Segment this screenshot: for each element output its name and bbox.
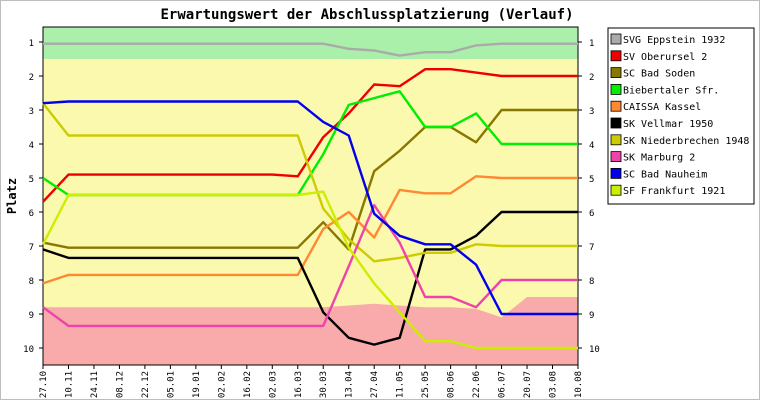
- y-tick-label-right: 9: [589, 311, 594, 321]
- legend-label: SC Bad Soden: [623, 69, 695, 80]
- series-line-10: [41, 190, 578, 350]
- y-tick-label-left: 10: [23, 345, 34, 355]
- x-tick-label: 27.10: [39, 371, 49, 398]
- series-line-2: [42, 67, 578, 203]
- x-tick-label: 22.12: [141, 371, 151, 398]
- x-tick-label: 25.05: [421, 371, 431, 398]
- legend-swatch: [610, 167, 622, 179]
- x-tick-label: 24.11: [90, 371, 100, 398]
- y-tick-label-right: 10: [589, 345, 600, 355]
- y-tick-label-left: 9: [29, 311, 34, 321]
- legend-label: SC Bad Nauheim: [623, 169, 707, 180]
- legend-label: SK Marburg 2: [623, 153, 695, 164]
- legend-label: SVG Eppstein 1932: [623, 35, 725, 46]
- legend: SVG Eppstein 1932 SV Oberursel 2 SC Bad So…: [607, 27, 755, 205]
- x-tick-label: 27.04: [370, 371, 380, 398]
- axes: 1 1 2 2 3 3 4 4 5 5 6 6 7 7 8 8 9 9 10 10 27.10 10.11 24.11 08.…: [23, 26, 600, 398]
- y-tick-label-left: 8: [29, 277, 34, 287]
- series-line-7: [42, 102, 578, 263]
- x-tick-label: 22.06: [472, 371, 482, 398]
- legend-label: SF Frankfurt 1921: [623, 186, 725, 197]
- x-tick-label: 08.12: [115, 371, 125, 398]
- y-tick-label-right: 5: [589, 175, 594, 185]
- legend-swatch: [610, 151, 622, 163]
- legend-box: [607, 27, 755, 205]
- band-relegation: [43, 297, 578, 365]
- y-tick-label-right: 7: [589, 243, 594, 253]
- plot-border: [42, 26, 579, 366]
- x-tick-label: 02.02: [217, 371, 227, 398]
- y-tick-label-right: 4: [589, 141, 594, 151]
- legend-swatch: [610, 184, 622, 196]
- x-tick-label: 16.02: [243, 371, 253, 398]
- legend-label: SK Niederbrechen 1948: [623, 136, 749, 147]
- legend-swatch: [610, 67, 622, 78]
- x-tick-label: 03.08: [549, 371, 559, 398]
- x-tick-label: 16.03: [294, 371, 304, 398]
- y-tick-label-left: 3: [29, 107, 34, 117]
- y-tick-label-left: 4: [29, 141, 34, 151]
- x-tick-label: 05.01: [166, 371, 176, 398]
- y-tick-label-left: 1: [29, 39, 34, 49]
- y-axis-label: Platz: [5, 178, 19, 214]
- series-line-8: [42, 203, 578, 328]
- legend-label: CAISSA Kassel: [623, 102, 701, 113]
- legend-swatch: [610, 33, 622, 45]
- x-tick-label: 06.07: [498, 371, 508, 398]
- legend-swatch: [610, 50, 622, 62]
- y-tick-label-left: 5: [29, 175, 34, 185]
- x-tick-label: 20.07: [523, 371, 533, 398]
- legend-label: Biebertaler Sfr.: [623, 85, 719, 96]
- legend-label: SV Oberursel 2: [623, 52, 707, 63]
- y-tick-label-right: 6: [589, 209, 594, 219]
- y-tick-label-left: 2: [29, 73, 34, 83]
- y-tick-label-right: 3: [589, 107, 594, 117]
- y-tick-label-right: 1: [589, 39, 594, 49]
- series-line-3: [42, 108, 578, 251]
- y-tick-label-right: 8: [589, 277, 594, 287]
- x-tick-label: 02.03: [268, 371, 278, 398]
- y-tick-label-left: 7: [29, 243, 34, 253]
- series-line-1: [43, 42, 578, 57]
- x-tick-label: 19.01: [192, 371, 202, 398]
- y-tick-label-left: 6: [29, 209, 34, 219]
- series-line-5: [42, 175, 578, 285]
- x-tick-label: 11.05: [396, 371, 406, 398]
- legend-swatch: [610, 84, 622, 95]
- x-tick-label: 30.03: [319, 371, 329, 398]
- series-line-9: [42, 100, 578, 316]
- x-tick-label: 10.08: [574, 371, 584, 398]
- y-tick-label-right: 2: [589, 73, 594, 83]
- legend-swatch: [610, 100, 622, 112]
- legend-swatch: [610, 134, 622, 146]
- legend-swatch: [610, 117, 622, 129]
- chart-title: Erwartungswert der Abschlussplatzierung …: [160, 7, 573, 23]
- x-tick-label: 10.11: [64, 371, 74, 398]
- x-tick-label: 13.04: [345, 371, 355, 398]
- series-layer: [41, 42, 578, 350]
- legend-label: SK Vellmar 1950: [623, 119, 713, 130]
- x-tick-label: 08.06: [447, 371, 457, 398]
- series-line-6: [42, 210, 578, 346]
